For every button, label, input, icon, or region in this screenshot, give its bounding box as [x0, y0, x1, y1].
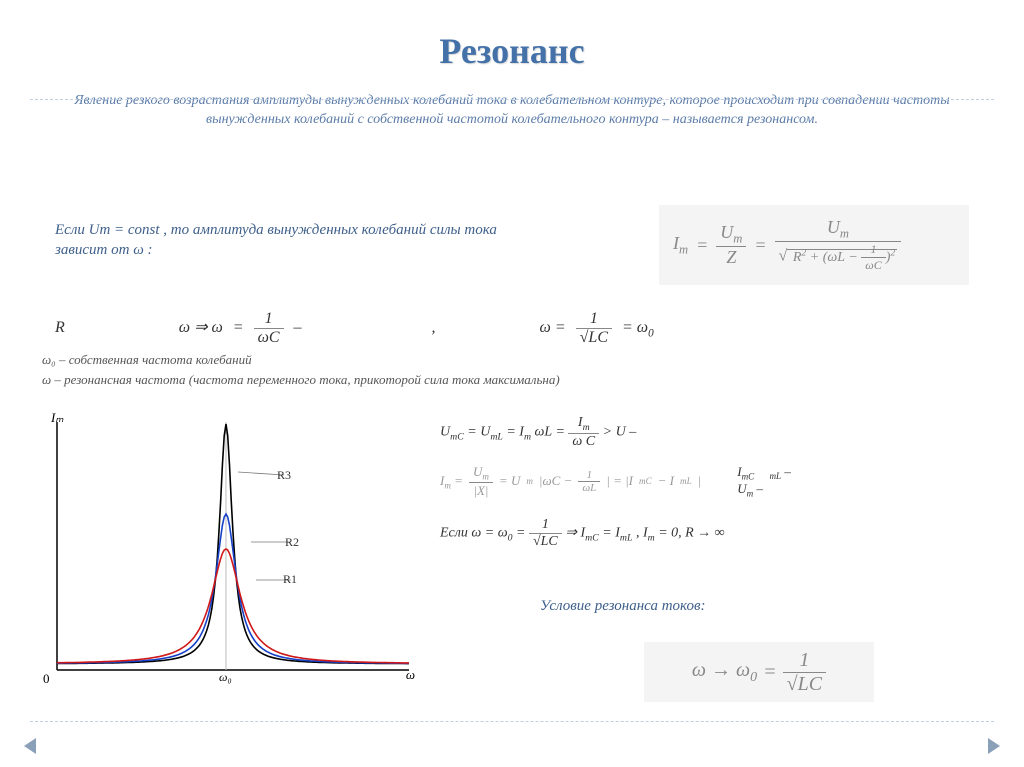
curve-label-r3: R3 — [277, 468, 291, 483]
rf1-wl: ωL = — [535, 425, 569, 440]
chart-svg — [45, 410, 415, 705]
definition-block: Явление резкого возрастания амплитуды вы… — [0, 92, 1024, 130]
next-slide-button[interactable] — [982, 735, 1004, 757]
eq-frac-den: ωC — [254, 329, 284, 347]
rf2r-d: – — [784, 464, 791, 479]
eq-dash: – — [294, 319, 302, 336]
fc-num: 1 — [783, 649, 826, 673]
rf1-csub: m — [524, 431, 531, 442]
rf2r-d2: – — [756, 481, 763, 496]
rf2-equ: = U — [499, 473, 520, 489]
eq-r-num: 1 — [576, 310, 612, 329]
rf1-den: ω C — [568, 434, 599, 450]
eq-frac-num: 1 — [254, 310, 284, 329]
formula-condition: ω → ω0 = 1√LC — [644, 642, 874, 702]
rf2-num: U — [473, 464, 482, 479]
chart-origin-label: 0 — [43, 671, 50, 687]
def-w0: ω₀ – собственная частота колебаний — [42, 350, 560, 370]
rf3-ml: mL — [620, 533, 633, 544]
decorative-dashed-line — [30, 99, 994, 100]
rf1-gt: > U – — [603, 425, 637, 440]
rf2-ml: mL — [680, 476, 692, 486]
chart-peak-label: ω₀ — [219, 670, 232, 685]
rf3-eq2: = I — [602, 526, 620, 541]
fm-mid-num: U — [720, 222, 733, 242]
definitions-block: ω₀ – собственная частота колебаний ω – р… — [42, 350, 560, 389]
fc-lhs: ω → ω — [692, 659, 750, 681]
eq-w0-sub: 0 — [648, 327, 654, 339]
resonance-chart: Iₘ 0 ω ω₀ R1 R2 R3 — [45, 410, 415, 705]
curve-label-r2: R2 — [285, 535, 299, 550]
fm-rhs-num: U — [827, 217, 840, 237]
rf2r-us: m — [747, 489, 754, 499]
rf3-eq: = — [516, 526, 529, 541]
prev-slide-button[interactable] — [20, 735, 42, 757]
eq-comma: , — [432, 319, 436, 336]
rf3-c: , I — [636, 526, 648, 541]
eq-arrow: ω ⇒ ω — [179, 319, 223, 336]
rf1-eq1: = U — [467, 425, 490, 440]
rf3-mc: mC — [585, 533, 599, 544]
rf-line3: Если ω = ω0 = 1√LC ⇒ ImC = ImL , Im = 0,… — [440, 517, 980, 550]
rf3-num: 1 — [529, 517, 562, 534]
def-w: ω – резонансная частота (частота перемен… — [42, 370, 560, 390]
decorative-dashed-line-bottom — [30, 721, 994, 722]
rf1-bsub: mL — [490, 431, 503, 442]
rf-line1: UmC = UmL = Im ωL = Imω C > U – — [440, 415, 980, 450]
omega-symbol: ω — [133, 242, 144, 258]
rf2-end: | — [698, 473, 702, 489]
secondary-text: Если Um = const , то амплитуда вынужденн… — [55, 220, 535, 261]
rf2-frnum: 1 — [578, 469, 600, 482]
fc-den: √LC — [783, 673, 826, 696]
chart-x-label: ω — [406, 667, 415, 683]
equation-omega-line: R ω ⇒ ω = 1ωC – , ω = 1√LC = ω0 — [55, 310, 875, 347]
rf3-den: √LC — [529, 534, 562, 550]
fm-lhs-sub: m — [679, 242, 688, 256]
fc-eq: = — [763, 661, 777, 684]
rf2-close: | = |I — [606, 473, 633, 489]
rf2r-ml: mL — [769, 471, 781, 481]
eq-w0: = ω — [622, 319, 648, 336]
rf-line2: Im = Um|X| = Um |ωC − 1ωL | = |ImC − ImL… — [440, 464, 980, 499]
definition-text: Явление резкого возрастания амплитуды вы… — [60, 92, 964, 130]
rf1-a: U — [440, 425, 450, 440]
fc-s0: 0 — [750, 670, 757, 685]
fm-wL: ωL — [827, 250, 844, 265]
chart-y-label: Iₘ — [51, 410, 63, 426]
rf3-arr: ⇒ I — [565, 526, 585, 541]
rf1-numsub: m — [583, 422, 590, 433]
rf3-m: m — [648, 533, 655, 544]
eq-r-den: √LC — [576, 329, 612, 347]
curve-label-r1: R1 — [283, 572, 297, 587]
eq-weq: ω = — [540, 319, 566, 336]
rf2-numsub: m — [482, 472, 489, 482]
rf2-bar: |ωC − — [539, 473, 572, 489]
rf2-frden: ωL — [578, 482, 600, 494]
condition-text: Условие резонанса токов: — [540, 598, 706, 615]
rf2-m: m — [526, 476, 533, 486]
rf3-pref: Если ω = ω — [440, 526, 508, 541]
sec-text-suffix: : — [148, 242, 153, 258]
formula-main: Im = Um Z = Um √ R2 + (ωL − 1ωC)2 — [659, 205, 969, 285]
rf2-mc: mC — [639, 476, 652, 486]
rf2-lhs-sub: m — [444, 480, 451, 490]
rf3-s0: 0 — [508, 533, 513, 544]
sec-text-prefix: Если Um = const , то амплитуда вынужденн… — [55, 222, 497, 258]
rf1-asub: mC — [450, 431, 464, 442]
fm-mid-num-sub: m — [733, 231, 742, 245]
page-title: Резонанс — [0, 0, 1024, 72]
rf2-d: − I — [658, 473, 674, 489]
eq-R: R — [55, 319, 65, 336]
rf3-z: = 0, R → ∞ — [658, 526, 724, 541]
rf1-eq2: = I — [506, 425, 524, 440]
right-formulas-block: UmC = UmL = Im ωL = Imω C > U – Im = Um|… — [440, 415, 980, 564]
fm-mid-den: Z — [716, 247, 746, 268]
fm-wC: ωC — [861, 258, 885, 273]
rf2-denx: |X| — [469, 483, 493, 499]
rf2r-u: U — [737, 481, 746, 496]
fm-rhs-num-sub: m — [840, 226, 849, 240]
rf2r-as: mC — [742, 471, 755, 481]
